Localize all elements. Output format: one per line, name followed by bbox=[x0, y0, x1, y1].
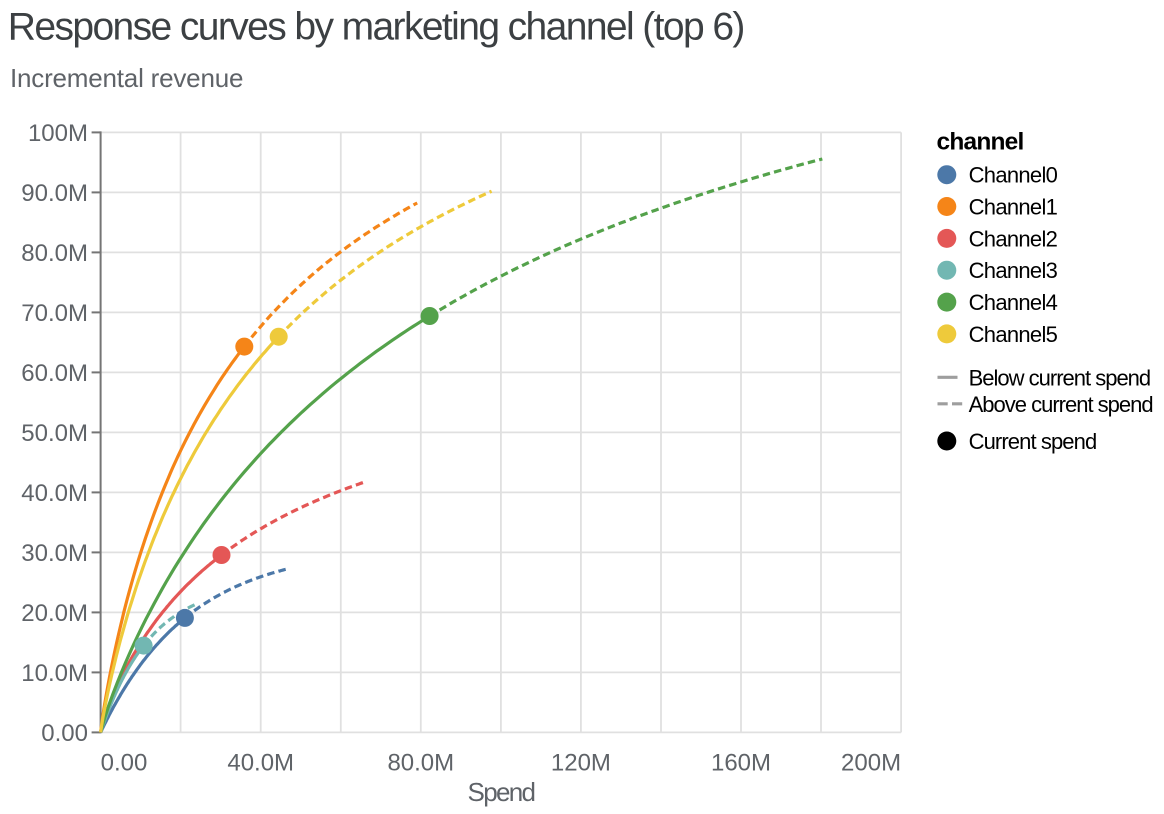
svg-text:50.0M: 50.0M bbox=[21, 420, 88, 447]
svg-text:Channel2: Channel2 bbox=[969, 226, 1058, 251]
svg-text:Current spend: Current spend bbox=[969, 429, 1097, 454]
svg-text:120M: 120M bbox=[551, 750, 611, 777]
svg-text:Channel1: Channel1 bbox=[969, 195, 1058, 220]
svg-text:80.0M: 80.0M bbox=[21, 240, 88, 267]
svg-text:160M: 160M bbox=[711, 750, 771, 777]
svg-text:40.0M: 40.0M bbox=[227, 750, 294, 777]
svg-text:Channel0: Channel0 bbox=[969, 163, 1058, 188]
svg-text:Incremental revenue: Incremental revenue bbox=[10, 63, 243, 93]
svg-text:200M: 200M bbox=[841, 750, 901, 777]
svg-text:Above current spend: Above current spend bbox=[969, 392, 1153, 417]
svg-text:channel: channel bbox=[937, 128, 1024, 155]
svg-text:Spend: Spend bbox=[468, 777, 535, 807]
svg-text:40.0M: 40.0M bbox=[21, 480, 88, 507]
svg-text:60.0M: 60.0M bbox=[21, 360, 88, 387]
svg-text:Response curves by marketing c: Response curves by marketing channel (to… bbox=[8, 5, 744, 48]
svg-text:80.0M: 80.0M bbox=[387, 750, 454, 777]
svg-text:Channel3: Channel3 bbox=[969, 258, 1058, 283]
svg-text:10.0M: 10.0M bbox=[21, 660, 88, 687]
svg-text:Below current spend: Below current spend bbox=[969, 365, 1151, 390]
svg-text:20.0M: 20.0M bbox=[21, 600, 88, 627]
svg-text:Channel5: Channel5 bbox=[969, 322, 1058, 347]
svg-text:30.0M: 30.0M bbox=[21, 540, 88, 567]
svg-text:Channel4: Channel4 bbox=[969, 290, 1058, 315]
svg-text:70.0M: 70.0M bbox=[21, 300, 88, 327]
svg-text:90.0M: 90.0M bbox=[21, 180, 88, 207]
svg-text:100M: 100M bbox=[28, 120, 88, 147]
svg-text:0.00: 0.00 bbox=[41, 720, 88, 747]
svg-text:0.00: 0.00 bbox=[101, 750, 148, 777]
